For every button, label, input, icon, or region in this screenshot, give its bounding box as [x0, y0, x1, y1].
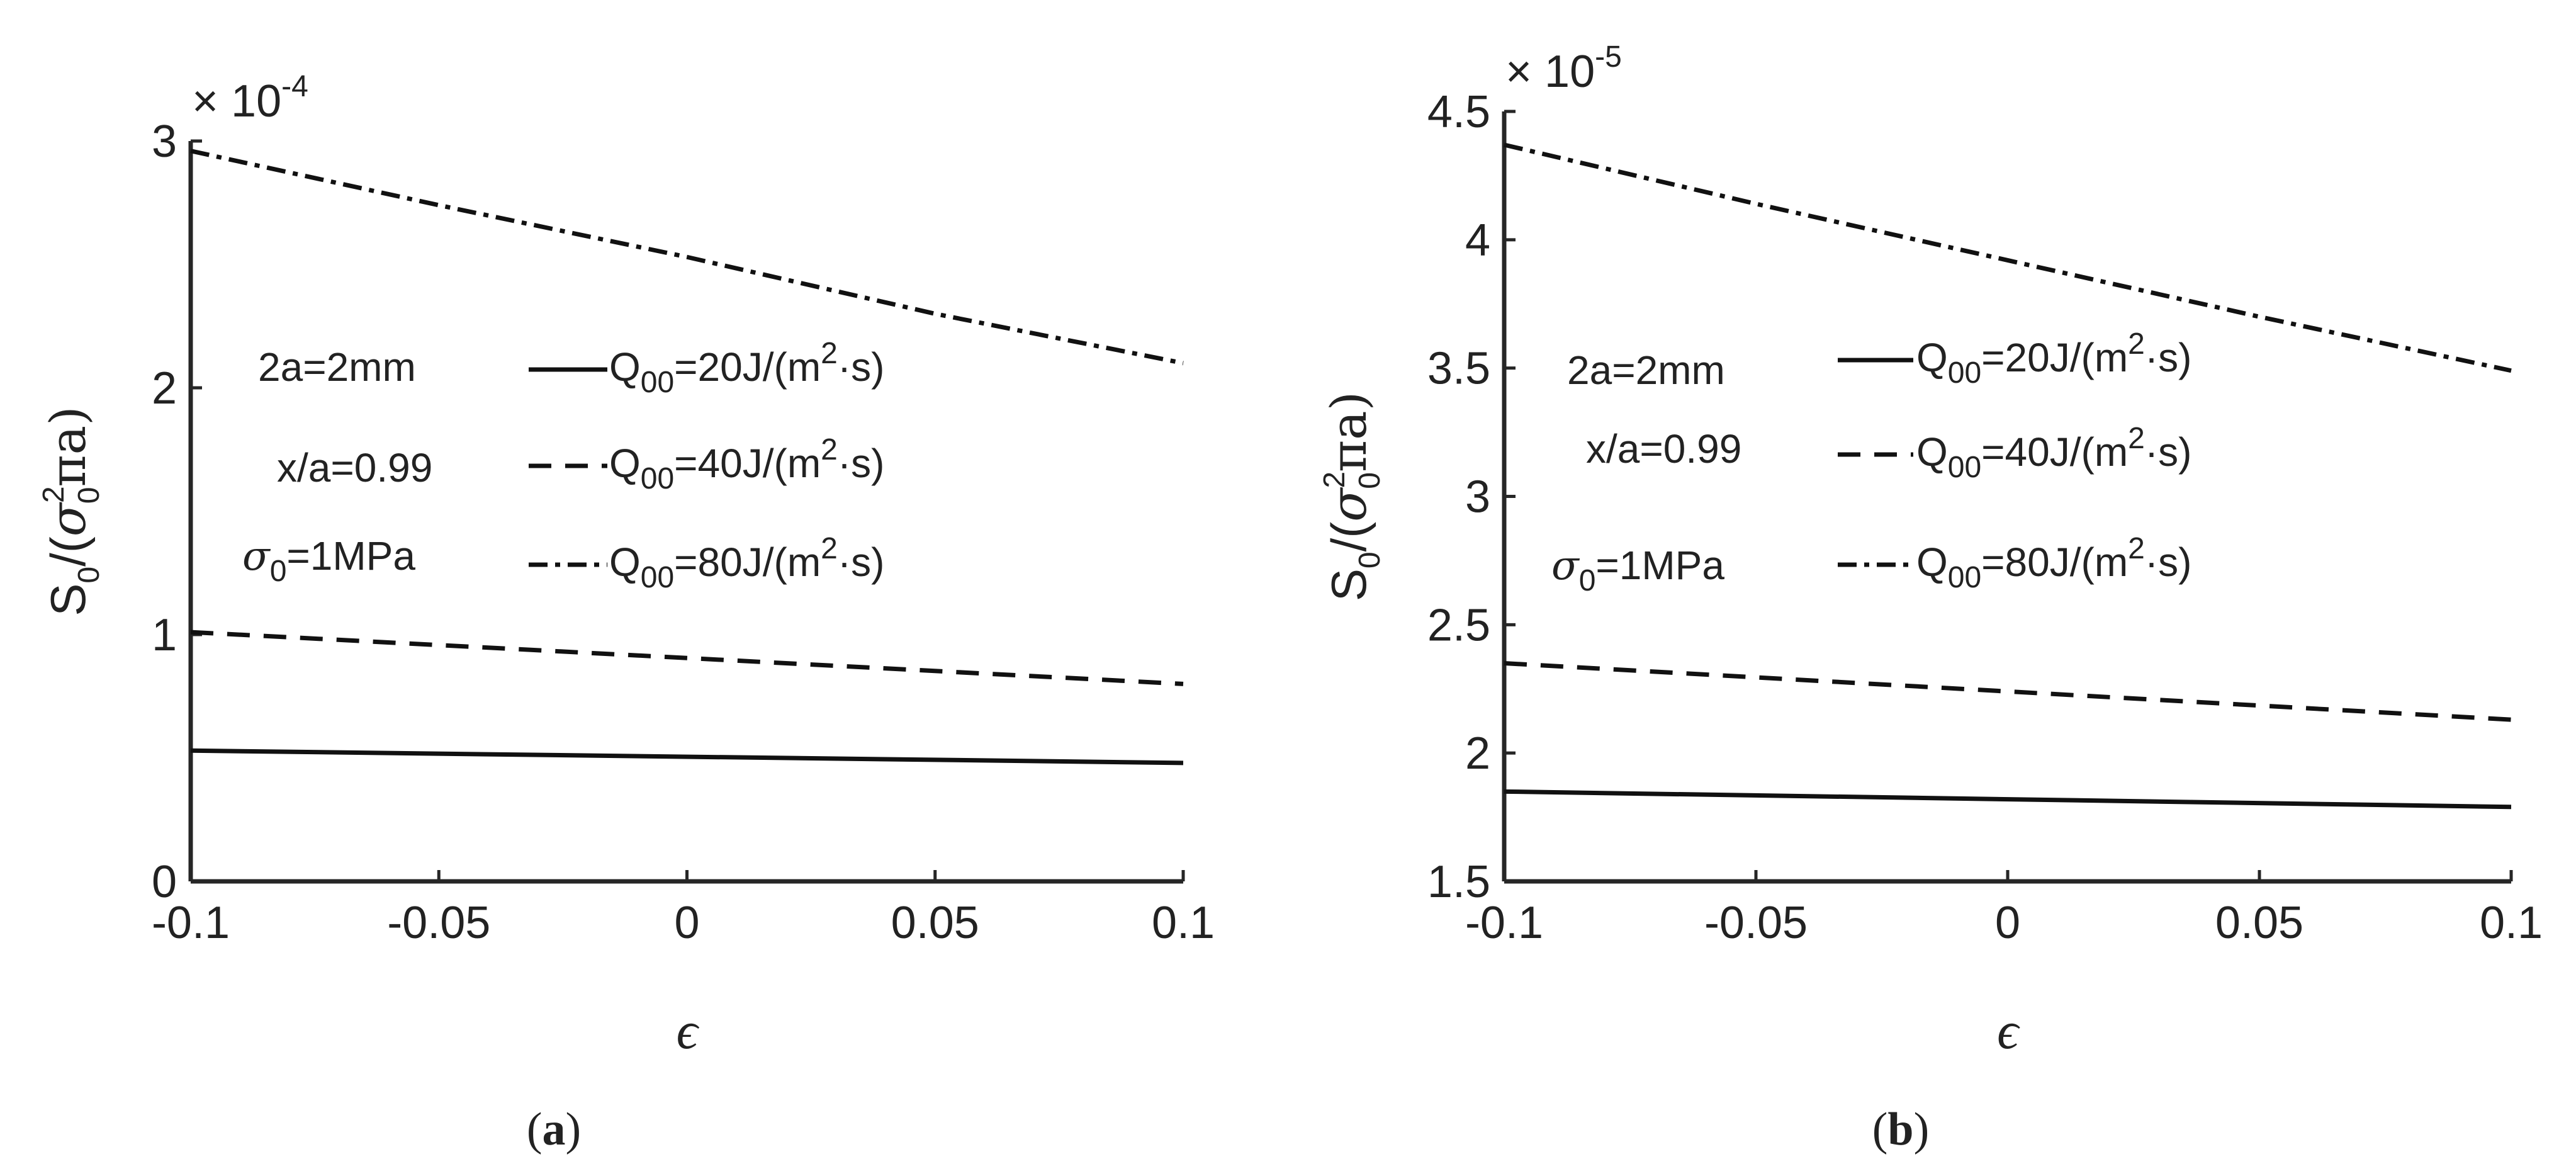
x-tick-label: 0.05: [891, 898, 979, 948]
axis-multiplier: × 10-5: [1505, 40, 1622, 97]
x-axis-label: ϵ: [677, 1002, 700, 1060]
y-tick-label: 3: [1465, 472, 1490, 523]
series-line-dashdot: [190, 149, 1184, 366]
legend-label: Q00=40J/(m2·s): [609, 433, 884, 495]
y-tick-label: 2: [152, 363, 177, 414]
chart-panel-a: -0.1 -0.05 0 0.05 0.1 0 1 2 3 × 10-4 ϵ S0/(σ20πa) 2a…: [37, 70, 1215, 1155]
x-tick-label: 0.1: [2480, 898, 2543, 948]
legend-label: Q00=40J/(m2·s): [1916, 422, 2191, 484]
y-tick-label: 1: [152, 610, 177, 660]
x-tick-label: -0.05: [1704, 898, 1808, 948]
x-tick-label: 0: [1995, 898, 2020, 948]
y-tick-label: 4.5: [1427, 87, 1490, 137]
y-axis-label: S0/(σ20πa): [37, 406, 106, 616]
y-tick-label: 4: [1465, 215, 1490, 266]
axis-multiplier: × 10-4: [192, 70, 308, 127]
series-line-solid: [1504, 789, 2512, 810]
y-tick-label: 3: [152, 116, 177, 167]
x-axis-label: ϵ: [1997, 1002, 2020, 1060]
panel-label: (b): [1872, 1104, 1929, 1155]
annotation-position: x/a=0.99: [1586, 426, 1741, 472]
x-tick-label: 0.05: [2215, 898, 2303, 948]
y-tick-label: 1.5: [1427, 857, 1490, 907]
x-tick-label: 0.1: [1152, 898, 1215, 948]
annotation-crack-length: 2a=2mm: [258, 344, 416, 390]
legend-label: Q00=80J/(m2·s): [609, 532, 884, 594]
chart-panel-b: -0.1 -0.05 0 0.05 0.1 1.5 2 2.5 3 3.5 4 4.5 × 10-5 ϵ S…: [1318, 40, 2543, 1155]
x-tick-label: -0.05: [387, 898, 490, 948]
x-tick-label: 0: [674, 898, 699, 948]
panel-label: (a): [527, 1104, 581, 1155]
y-tick-label: 0: [152, 857, 177, 907]
series-line-solid: [190, 748, 1184, 766]
legend-label: Q00=20J/(m2·s): [609, 337, 884, 399]
y-tick-label: 2.5: [1427, 600, 1490, 650]
annotation-stress: σ0=1MPa: [1551, 543, 1724, 597]
series-line-dashed: [190, 630, 1184, 686]
y-axis-label: S0/(σ20πa): [1318, 392, 1386, 601]
legend-label: Q00=80J/(m2·s): [1916, 532, 2191, 594]
x-tick-label: -0.1: [152, 898, 230, 948]
series-line-dashed: [1504, 660, 2512, 722]
y-tick-label: 2: [1465, 728, 1490, 779]
legend-label: Q00=20J/(m2·s): [1916, 327, 2191, 390]
annotation-crack-length: 2a=2mm: [1567, 348, 1725, 393]
annotation-stress: σ0=1MPa: [242, 533, 415, 588]
y-tick-label: 3.5: [1427, 344, 1490, 394]
annotation-position: x/a=0.99: [277, 445, 432, 490]
x-tick-label: -0.1: [1465, 898, 1543, 948]
series-line-dashdot: [1504, 142, 2512, 373]
